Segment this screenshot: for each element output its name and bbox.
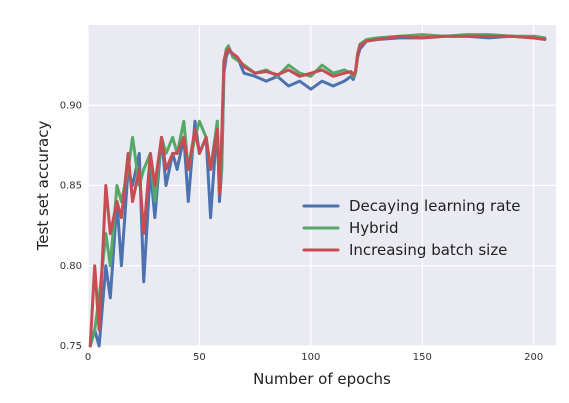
y-tick-label: 0.75 — [60, 341, 82, 352]
x-tick-label: 100 — [301, 352, 320, 363]
x-tick-label: 150 — [413, 352, 432, 363]
x-axis-label: Number of epochs — [253, 370, 391, 388]
series-line-2 — [88, 34, 547, 348]
x-tick-label: 200 — [524, 352, 543, 363]
series-layer — [88, 33, 547, 348]
y-axis-label: Test set accuracy — [34, 121, 52, 252]
x-tick-label: 50 — [193, 352, 206, 363]
legend-label-0: Decaying learning rate — [349, 197, 521, 215]
y-tick-label: 0.85 — [60, 181, 82, 192]
x-tick-label: 0 — [85, 352, 91, 363]
legend-label-2: Increasing batch size — [349, 241, 507, 259]
legend: Decaying learning rate Hybrid Increasing b… — [302, 197, 521, 259]
y-tick-label: 0.80 — [60, 261, 82, 272]
tick-layer: 0 50 100 150 200 0.75 0.80 0.85 0.90 — [60, 100, 544, 363]
legend-label-1: Hybrid — [349, 219, 399, 237]
y-tick-label: 0.90 — [60, 100, 82, 111]
